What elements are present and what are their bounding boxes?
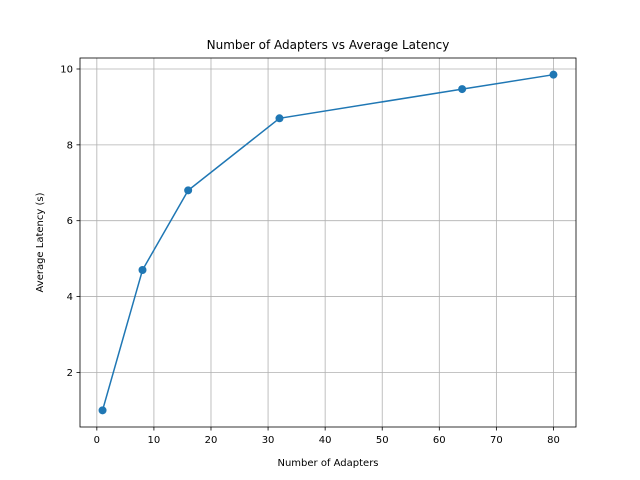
data-point (138, 265, 147, 274)
ticks: 0 10 20 30 40 50 60 70 80 2 4 6 8 10 (60, 64, 560, 446)
y-tick-label: 8 (67, 140, 73, 151)
y-tick-label: 10 (60, 64, 73, 75)
x-tick-label: 80 (547, 435, 560, 446)
chart-title: Number of Adapters vs Average Latency (207, 38, 450, 52)
x-axis-label: Number of Adapters (277, 458, 378, 469)
series-line (101, 73, 554, 411)
data-point (549, 70, 558, 79)
axes-frame (79, 57, 577, 428)
x-tick-label: 50 (376, 435, 389, 446)
x-tick-label: 0 (94, 435, 100, 446)
x-tick-label: 20 (205, 435, 218, 446)
data-point (458, 85, 467, 94)
y-axis-label: Average Latency (s) (35, 192, 46, 292)
data-point (98, 406, 107, 415)
series-layer (98, 70, 558, 415)
x-tick-label: 70 (490, 435, 503, 446)
x-tick-label: 30 (262, 435, 275, 446)
x-tick-label: 60 (433, 435, 446, 446)
y-tick-label: 2 (67, 368, 73, 379)
x-tick-label: 40 (319, 435, 332, 446)
grid (80, 58, 576, 427)
y-tick-label: 4 (67, 292, 73, 303)
data-point (275, 114, 284, 123)
data-point (184, 186, 193, 195)
x-tick-label: 10 (148, 435, 161, 446)
y-tick-label: 6 (67, 216, 73, 227)
